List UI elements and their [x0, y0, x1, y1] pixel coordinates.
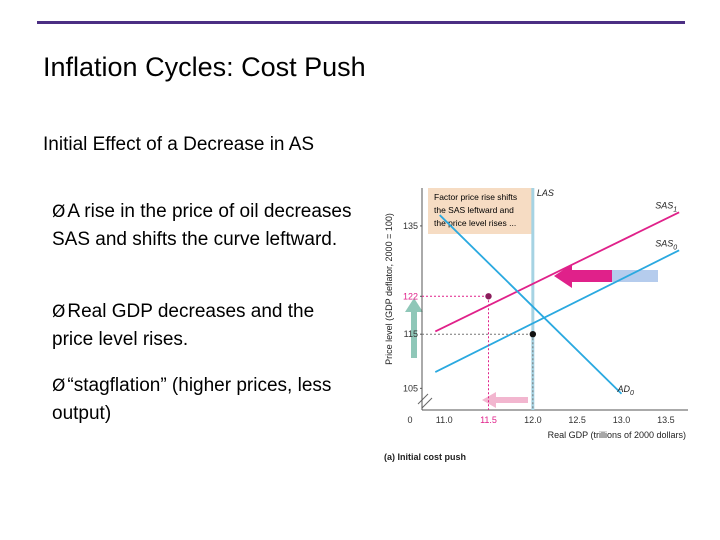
series-line-ad0 [439, 214, 623, 395]
cost-push-chart: Factor price rise shifts the SAS leftwar… [384, 188, 688, 462]
series-label: SAS1 [655, 200, 677, 213]
y-axis-title: Price level (GDP deflator, 2000 = 100) [384, 213, 394, 365]
bullet-marker-icon: Ø [52, 302, 66, 322]
x-tick-label: 11.0 [436, 415, 453, 425]
axis-break-icon [417, 393, 433, 409]
left-arrow-icon [482, 392, 528, 408]
callout-box: Factor price rise shifts the SAS leftwar… [428, 188, 532, 234]
y-tick-label: 115 [404, 329, 418, 339]
slide-title: Inflation Cycles: Cost Push [43, 52, 366, 82]
bullet-item: Ø Real GDP decreases and the price level … [52, 298, 342, 353]
callout-line: Factor price rise shifts [434, 192, 517, 202]
x-tick-label: 13.5 [657, 415, 675, 425]
x-tick-label: 0 [407, 415, 412, 425]
callout-line: the SAS leftward and [434, 205, 514, 215]
section-heading: Initial Effect of a Decrease in AS [43, 134, 315, 155]
series-label: AD0 [617, 384, 635, 397]
plot-area: LAS SAS1 SAS0 AD0 105 115 122 135 0 11.0 11.5 12.0 1… [384, 188, 688, 462]
panel-label: (a) Initial cost push [384, 452, 466, 462]
x-tick-label: 11.5 [480, 415, 497, 425]
title-rule [37, 21, 685, 24]
bullet-marker-icon: Ø [52, 376, 66, 396]
shift-arrow-head-icon [554, 264, 572, 288]
x-tick-label: 12.0 [524, 415, 542, 425]
bullet-text: Real GDP decreases and the price level r… [52, 301, 315, 350]
series-line-sas1 [434, 211, 680, 333]
up-arrow-icon [405, 298, 423, 358]
callout-background [428, 188, 532, 234]
equilibrium-point [529, 330, 537, 338]
x-tick-label: 13.0 [613, 415, 631, 425]
gdp-fall-arrow [482, 392, 528, 408]
y-tick-label: 122 [403, 291, 418, 301]
y-tick-label: 135 [403, 221, 418, 231]
series-label: LAS [537, 188, 554, 198]
callout-line: the price level rises ... [434, 218, 516, 228]
series-label: SAS0 [655, 238, 677, 251]
bullet-marker-icon: Ø [52, 202, 66, 222]
x-tick-label: 12.5 [568, 415, 586, 425]
sas-shift-arrow [554, 264, 658, 288]
bullet-text: “stagflation” (higher prices, less outpu… [52, 375, 332, 424]
x-axis-title: Real GDP (trillions of 2000 dollars) [548, 430, 686, 440]
y-tick-label: 105 [403, 383, 418, 393]
equilibrium-point [485, 293, 492, 300]
series-line-sas0 [434, 249, 680, 373]
price-rise-arrow [405, 298, 423, 358]
bullet-text: A rise in the price of oil decreases SAS… [52, 201, 352, 250]
shift-arrow-body [572, 270, 612, 282]
bullet-item: Ø “stagflation” (higher prices, less outp… [52, 372, 342, 427]
